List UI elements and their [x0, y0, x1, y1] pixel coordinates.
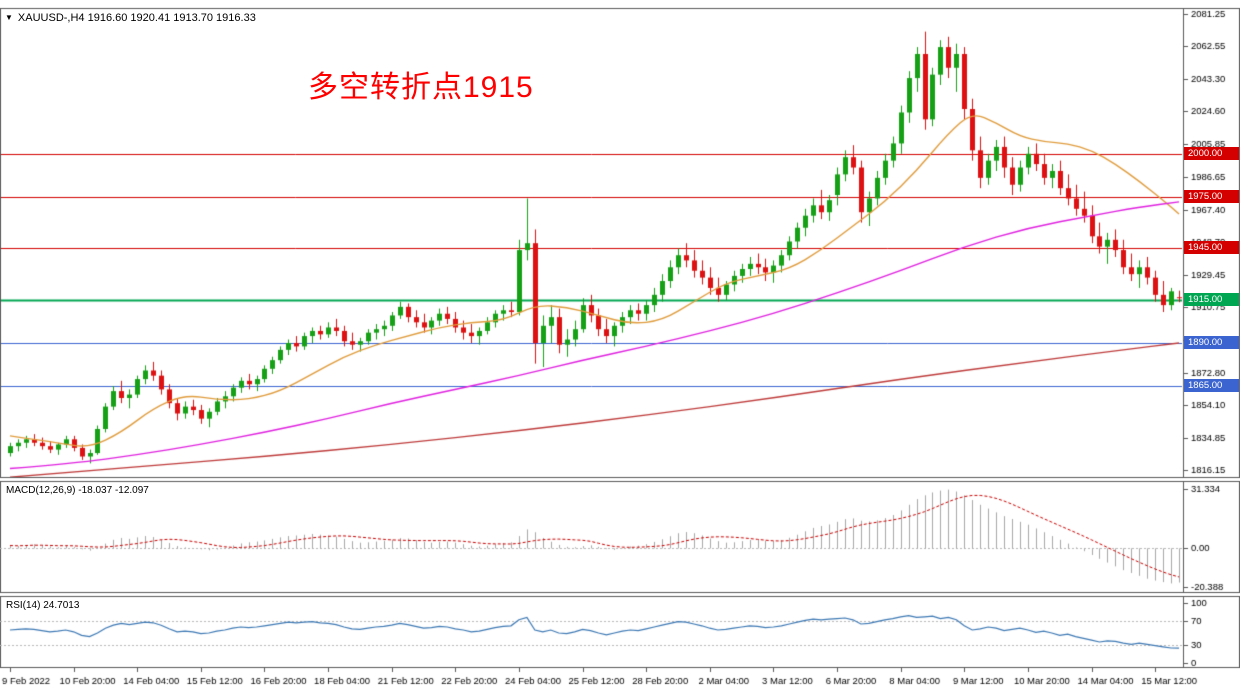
- price-level-badge: 1915.00: [1184, 293, 1239, 306]
- price-level-badge: 1945.00: [1184, 241, 1239, 254]
- price-level-badge: 2000.00: [1184, 147, 1239, 160]
- macd-label: MACD(12,26,9) -18.037 -12.097: [6, 485, 149, 496]
- chart-header: ▼ XAUUSD-,H4 1916.60 1920.41 1913.70 191…: [5, 12, 256, 24]
- annotation-text: 多空转折点1915: [308, 71, 534, 104]
- price-level-badge: 1890.00: [1184, 336, 1239, 349]
- macd-panel[interactable]: [0, 481, 1183, 593]
- price-level-badge: 1865.00: [1184, 379, 1239, 392]
- symbol-ohlc-label: XAUUSD-,H4 1916.60 1920.41 1913.70 1916.…: [17, 12, 256, 24]
- main-price-panel[interactable]: [0, 8, 1183, 478]
- rsi-label: RSI(14) 24.7013: [6, 600, 80, 611]
- rsi-panel[interactable]: [0, 596, 1183, 668]
- time-axis: [0, 668, 1240, 691]
- chevron-down-icon[interactable]: ▼: [5, 13, 13, 22]
- price-level-badge: 1975.00: [1184, 190, 1239, 203]
